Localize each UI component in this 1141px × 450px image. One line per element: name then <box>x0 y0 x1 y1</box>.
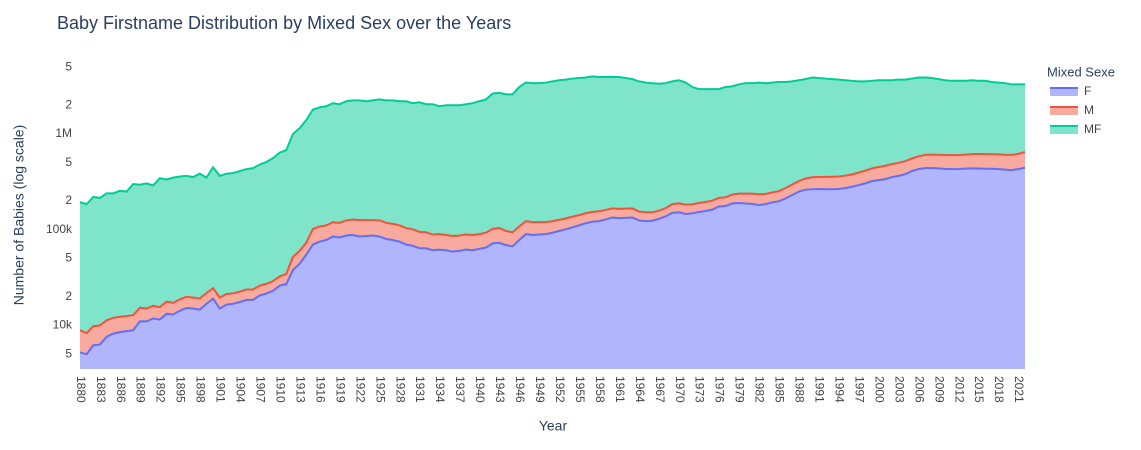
x-tick-label: 2018 <box>992 376 1006 403</box>
x-tick-label: 1991 <box>813 376 827 403</box>
y-tick-label: 5 <box>65 251 72 265</box>
area-line <box>79 166 1026 356</box>
x-tick-label: 1901 <box>214 376 228 403</box>
y-tick-label: 100k <box>46 222 73 236</box>
x-tick-label: 2000 <box>872 376 886 403</box>
x-tick-label: 1949 <box>533 376 547 403</box>
x-axis-title: Year <box>539 418 568 434</box>
area-fill <box>80 76 1025 334</box>
legend-swatch <box>1050 107 1078 115</box>
y-tick-label: 1M <box>55 126 72 140</box>
x-tick-label: 2015 <box>972 376 986 403</box>
x-tick-label: 1886 <box>114 376 128 403</box>
area-fill <box>80 167 1025 369</box>
x-tick-label: 1931 <box>413 376 427 403</box>
y-axis-title: Number of Babies (log scale) <box>11 125 27 306</box>
x-tick-label: 1904 <box>234 376 248 403</box>
y-tick-label: 2 <box>65 97 72 111</box>
x-tick-label: 1934 <box>433 376 447 403</box>
x-tick-label: 1922 <box>353 376 367 403</box>
x-tick-label: 1961 <box>613 376 627 403</box>
legend-label: F <box>1084 84 1091 98</box>
legend-swatch <box>1050 88 1078 96</box>
x-tick-label: 1967 <box>653 376 667 403</box>
y-tick-label: 2 <box>65 289 72 303</box>
x-tick-label: 1910 <box>273 376 287 403</box>
x-tick-label: 1937 <box>453 376 467 403</box>
x-tick-label: 1940 <box>473 376 487 403</box>
x-tick-label: 1892 <box>154 376 168 403</box>
x-tick-label: 1916 <box>313 376 327 403</box>
area-line <box>79 75 1025 206</box>
x-tick-label: 1988 <box>793 376 807 403</box>
x-tick-label: 1907 <box>254 376 268 403</box>
x-tick-label: 1997 <box>852 376 866 403</box>
x-tick-label: 2006 <box>912 376 926 403</box>
x-tick-label: 1958 <box>593 376 607 403</box>
x-tick-label: 1982 <box>753 376 767 403</box>
legend-label: MF <box>1084 122 1101 136</box>
x-tick-label: 1943 <box>493 376 507 403</box>
y-tick-label: 10k <box>53 318 73 332</box>
x-tick-label: 1898 <box>194 376 208 403</box>
x-tick-label: 1955 <box>573 376 587 403</box>
x-tick-label: 1976 <box>713 376 727 403</box>
x-tick-label: 1964 <box>633 376 647 403</box>
x-tick-label: 1919 <box>333 376 347 403</box>
x-tick-label: 2012 <box>952 376 966 403</box>
x-tick-label: 1895 <box>174 376 188 403</box>
x-tick-label: 1946 <box>513 376 527 403</box>
x-tick-label: 1985 <box>773 376 787 403</box>
area-line <box>79 150 1026 335</box>
x-tick-label: 1889 <box>134 376 148 403</box>
x-tick-label: 2009 <box>932 376 946 403</box>
x-tick-label: 2003 <box>892 376 906 403</box>
x-tick-label: 1979 <box>733 376 747 403</box>
x-tick-label: 1913 <box>293 376 307 403</box>
x-tick-label: 1883 <box>94 376 108 403</box>
legend-swatch <box>1050 126 1078 134</box>
x-tick-label: 2021 <box>1012 376 1026 403</box>
x-tick-label: 1925 <box>373 376 387 403</box>
x-tick-label: 1928 <box>393 376 407 403</box>
y-tick-label: 5 <box>65 155 72 169</box>
x-tick-label: 1952 <box>553 376 567 403</box>
legend-title: Mixed Sexe <box>1047 64 1115 79</box>
x-tick-label: 1880 <box>74 376 88 403</box>
x-tick-label: 1970 <box>673 376 687 403</box>
y-tick-label: 2 <box>65 193 72 207</box>
x-tick-label: 1994 <box>832 376 846 403</box>
chart-title: Baby Firstname Distribution by Mixed Sex… <box>57 13 511 33</box>
legend-label: M <box>1084 103 1094 117</box>
x-tick-label: 1973 <box>693 376 707 403</box>
y-tick-label: 5 <box>65 346 72 360</box>
y-tick-label: 5 <box>65 59 72 73</box>
